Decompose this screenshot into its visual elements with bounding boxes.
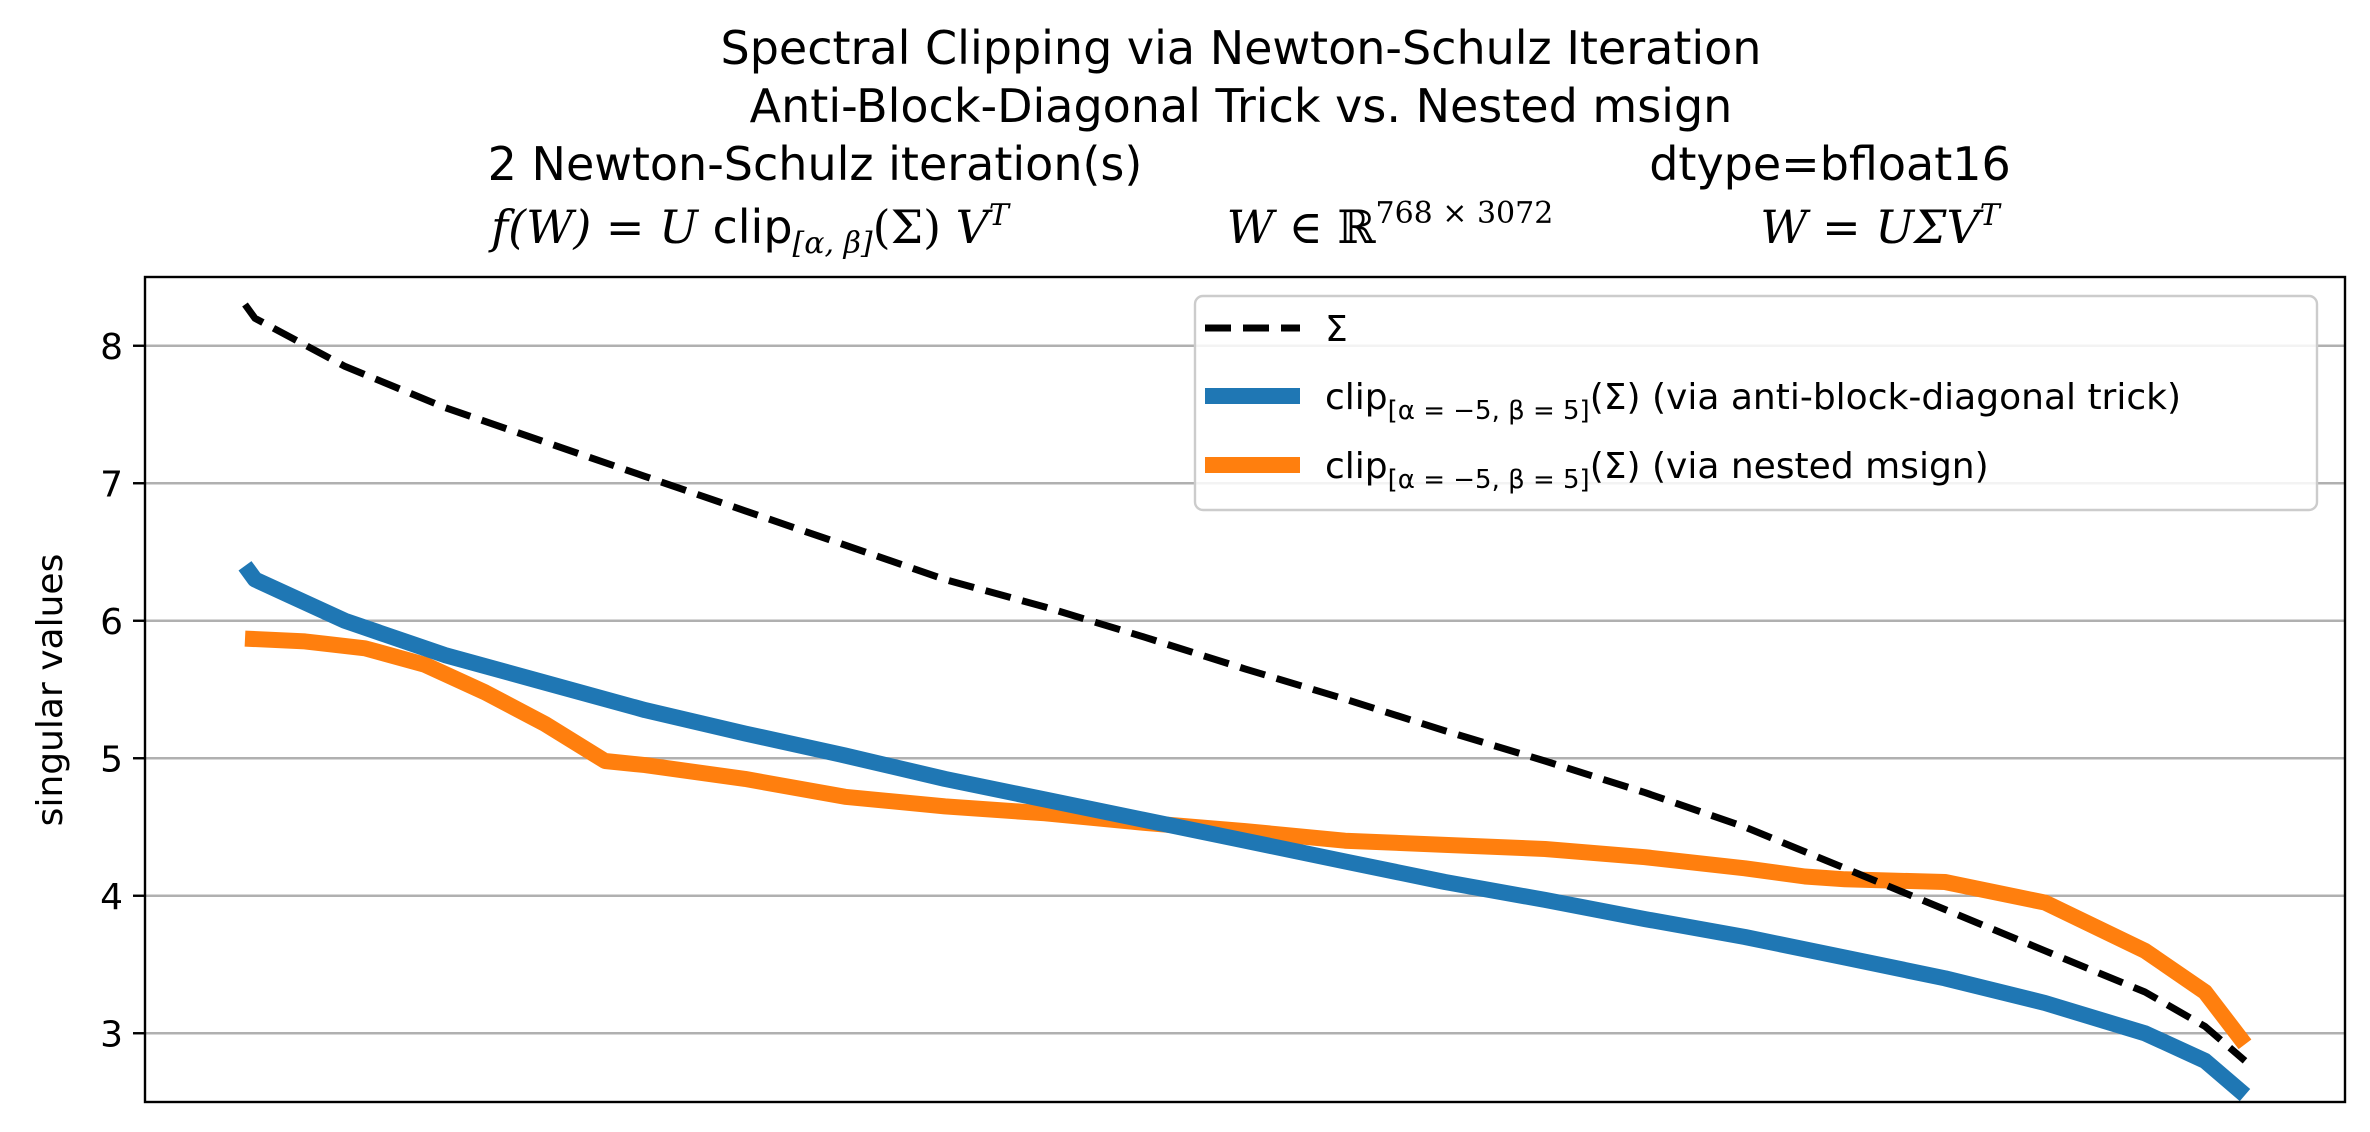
y-axis-label: singular values [30,554,71,827]
legend-box [1193,294,2319,512]
legend: Σ clip[α = −5, β = 5](Σ) (via anti-block… [1193,294,2319,512]
y-axis-ticks: 3 4 5 6 7 8 [100,327,145,1055]
series-line-0 [242,302,2248,1064]
series-line-1 [238,561,2251,1102]
formula-center: W ∈ ℝ768 × 3072 [1227,196,1554,254]
y-tick-label-4: 4 [100,877,123,918]
y-tick-label-3: 3 [100,1014,123,1055]
axes-frame [143,275,2347,1104]
y-tick-label-7: 7 [100,464,123,505]
y-tick-label-6: 6 [100,602,123,643]
y-tick-label-8: 8 [100,327,123,368]
chart-subtitle-right: dtype=bfloat16 [1649,137,2011,191]
legend-label-sigma: Σ [1325,309,1348,350]
y-tick-label-5: 5 [100,739,123,780]
formula-left: f(W) = U clip[α, β](Σ) VT [488,198,1011,261]
series-lines [238,302,2252,1102]
chart-title-line-1: Spectral Clipping via Newton-Schulz Iter… [721,21,1762,75]
formula-right: W = UΣVT [1760,198,2002,254]
chart-title-line-2: Anti-Block-Diagonal Trick vs. Nested msi… [750,79,1733,133]
legend-label-nested: clip[α = −5, β = 5](Σ) (via nested msign… [1325,446,1989,495]
chart-subtitle-left: 2 Newton-Schulz iteration(s) [488,137,1143,191]
